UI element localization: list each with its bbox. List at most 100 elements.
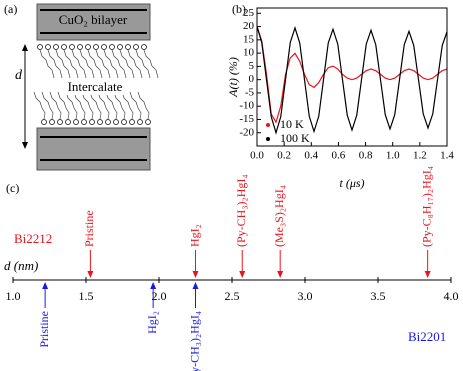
arrow-head: [22, 44, 28, 51]
chain: [95, 49, 111, 79]
arrow-head: [239, 271, 246, 278]
chain: [105, 91, 118, 120]
x-tick-label: 0.0: [250, 150, 264, 162]
chain: [111, 49, 127, 79]
head-group: [129, 119, 135, 125]
x-tick-label: 0.6: [332, 150, 346, 162]
chain: [71, 49, 87, 79]
spacing-label: d: [15, 68, 23, 83]
head-group: [125, 44, 131, 50]
chain: [79, 49, 95, 79]
head-group: [49, 119, 55, 125]
chain: [97, 91, 110, 120]
chain: [49, 91, 62, 120]
head-group: [69, 44, 75, 50]
x-tick-label: 3.0: [298, 289, 313, 303]
head-group: [109, 44, 115, 50]
head-group: [53, 44, 59, 50]
legend-label: 100 K: [280, 131, 310, 145]
panel-label: (b): [232, 2, 246, 16]
series-name: Bi2201: [408, 329, 446, 344]
arrow-head: [192, 271, 199, 278]
marker-label: (Me₃S)₂HgI₄: [272, 185, 286, 247]
marker-arrow: [424, 250, 431, 278]
marker-arrow: [87, 250, 94, 278]
series-line: [256, 25, 448, 135]
head-group: [97, 119, 103, 125]
y-tick-label: 15: [243, 33, 255, 45]
head-group: [65, 119, 71, 125]
head-group: [137, 119, 143, 125]
chain: [121, 91, 134, 120]
y-tick-label: 0: [249, 73, 255, 85]
y-tick-label: -10: [239, 100, 254, 112]
head-group: [77, 44, 83, 50]
y-tick-label: -15: [239, 113, 254, 125]
x-tick-label: 1.0: [6, 289, 21, 303]
x-tick-label: 4.0: [444, 289, 459, 303]
head-group: [85, 44, 91, 50]
x-tick-label: 3.5: [371, 289, 386, 303]
marker-label: Pristine: [37, 311, 51, 348]
marker-arrow: [192, 250, 199, 278]
y-tick-label: 25: [243, 7, 255, 19]
head-group: [105, 119, 111, 125]
arrow-head: [277, 271, 284, 278]
marker-arrow: [150, 282, 157, 308]
x-tick-label: 2.5: [225, 289, 240, 303]
arrow-head: [87, 271, 94, 278]
chain: [65, 91, 78, 120]
label-bg: [62, 80, 128, 95]
x-tick-label: 0.4: [304, 150, 318, 162]
head-group: [117, 44, 123, 50]
chain: [137, 91, 150, 120]
chain: [33, 91, 46, 120]
head-group: [41, 119, 47, 125]
x-axis-label: t (μs): [339, 176, 364, 190]
panel-label: (c): [6, 181, 19, 195]
y-tick-label: 10: [243, 47, 255, 59]
chain: [81, 91, 94, 120]
layer-box: [36, 127, 151, 171]
head-group: [61, 44, 67, 50]
legend-marker: [266, 123, 270, 127]
marker-label: HgI₂: [145, 311, 159, 334]
intercalate-label: Intercalate: [68, 79, 123, 94]
head-group: [101, 44, 107, 50]
chain: [89, 91, 102, 120]
head-group: [141, 44, 147, 50]
series-name: Bi2212: [14, 231, 52, 246]
chain: [127, 49, 143, 79]
marker-label: Pristine: [82, 210, 96, 247]
chain: [73, 91, 86, 120]
x-tick-label: 0.2: [277, 150, 291, 162]
marker-label: (Py-CH₃)₂HgI₄: [234, 174, 248, 247]
chain: [57, 91, 70, 120]
x-tick-label: 1.2: [413, 150, 427, 162]
chain: [47, 49, 63, 79]
x-tick-label: 1.0: [386, 150, 400, 162]
panel-label: (a): [4, 2, 17, 16]
chain: [41, 91, 54, 120]
chain: [113, 91, 126, 120]
legend-label: 10 K: [280, 117, 304, 131]
chain: [103, 49, 119, 79]
axis-label: d (nm): [4, 258, 38, 273]
arrow-head: [192, 282, 199, 289]
head-group: [89, 119, 95, 125]
head-group: [121, 119, 127, 125]
y-tick-label: 20: [243, 20, 255, 32]
legend-marker: [266, 137, 270, 141]
x-tick-label: 1.4: [440, 150, 454, 162]
head-group: [93, 44, 99, 50]
x-tick-label: 1.5: [79, 289, 94, 303]
chain: [87, 49, 103, 79]
y-tick-label: 5: [249, 60, 255, 72]
head-group: [133, 44, 139, 50]
head-group: [113, 119, 119, 125]
marker-arrow: [42, 282, 49, 308]
x-tick-label: 0.8: [359, 150, 373, 162]
plot-frame: [256, 7, 448, 147]
arrow-head: [150, 282, 157, 289]
head-group: [73, 119, 79, 125]
